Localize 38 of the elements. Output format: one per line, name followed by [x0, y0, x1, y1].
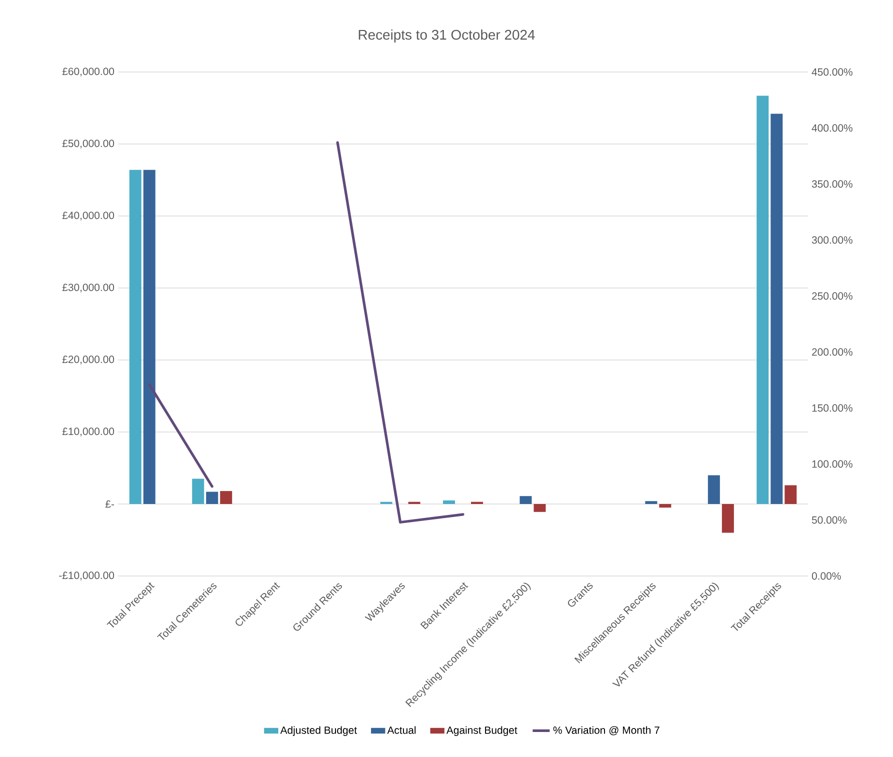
bar: [770, 114, 783, 504]
bar: [534, 504, 546, 512]
bar: [722, 504, 734, 533]
y2-tick-label: 0.00%: [812, 572, 841, 580]
y2-tick-label: 400.00%: [812, 124, 852, 132]
y2-tick-label: 150.00%: [812, 404, 852, 412]
bar: [645, 501, 658, 504]
legend-label: Actual: [387, 726, 416, 734]
legend-label: Against Budget: [446, 726, 518, 736]
bar: [520, 496, 532, 504]
y2-tick-label: 350.00%: [812, 180, 852, 188]
y2-tick-label: 450.00%: [812, 68, 852, 76]
bar: [220, 491, 232, 504]
y-tick-label: £30,000.00: [62, 284, 114, 292]
y2-tick-label: 250.00%: [812, 292, 852, 300]
y-tick-label: £40,000.00: [62, 212, 114, 220]
y-tick-label: £10,000.00: [62, 428, 114, 436]
y-tick-label: £-: [105, 500, 114, 508]
y2-tick-label: 300.00%: [812, 236, 852, 244]
bar: [206, 492, 218, 504]
bar: [756, 96, 769, 504]
bar: [129, 170, 142, 504]
y2-tick-label: 200.00%: [812, 348, 852, 356]
y-tick-label: £50,000.00: [62, 140, 114, 148]
y-tick-label: -£10,000.00: [59, 572, 114, 580]
bar: [443, 500, 456, 504]
chart-title: Receipts to 31 October 2024: [358, 29, 535, 42]
y2-tick-label: 50.00%: [812, 516, 847, 524]
legend-label: % Variation @ Month 7: [553, 726, 660, 736]
y-tick-label: £20,000.00: [62, 356, 114, 364]
bar: [192, 478, 204, 504]
y-tick-label: £60,000.00: [62, 68, 114, 76]
bar: [784, 485, 797, 504]
bar: [143, 170, 156, 504]
y2-tick-label: 100.00%: [812, 460, 852, 468]
bar: [708, 475, 720, 504]
bar: [659, 504, 672, 508]
legend-label: Adjusted Budget: [280, 726, 357, 736]
